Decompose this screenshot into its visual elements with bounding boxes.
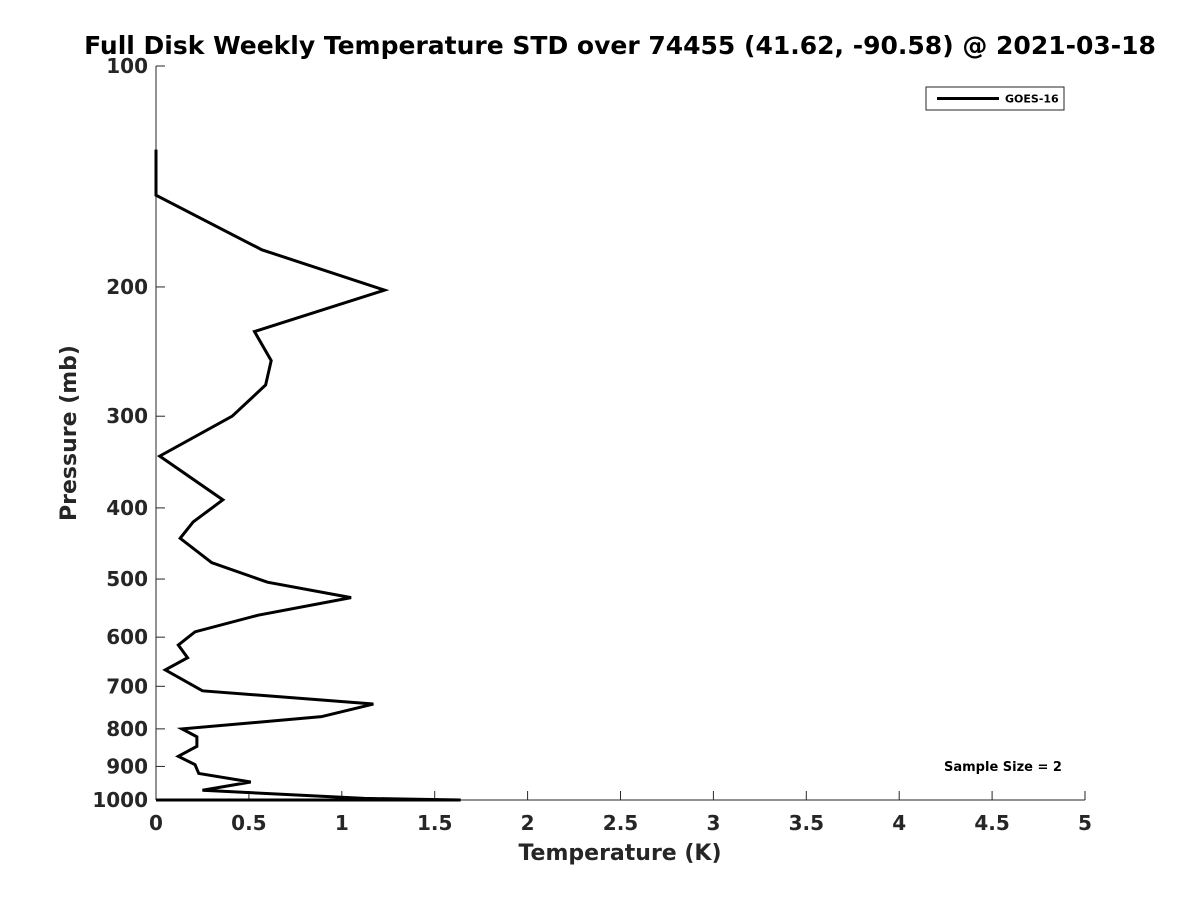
x-tick-label-7: 3.5 [789,811,824,835]
x-tick-label-1: 0.5 [231,811,266,835]
x-tick-label-10: 5 [1078,811,1092,835]
x-tick-label-2: 1 [335,811,349,835]
y-axis-label: Pressure (mb) [57,345,82,521]
x-tick-label-6: 3 [706,811,720,835]
y-tick-label-7: 800 [106,717,148,741]
x-tick-label-0: 0 [149,811,163,835]
y-tick-label-6: 700 [106,674,148,698]
x-tick-label-5: 2.5 [603,811,638,835]
chart-title: Full Disk Weekly Temperature STD over 74… [84,31,1156,60]
sample-size-annotation: Sample Size = 2 [944,760,1062,775]
y-tick-label-0: 100 [106,54,148,78]
y-tick-label-1: 200 [106,275,148,299]
y-axis-ticks: 100 200 300 400 500 600 700 800 900 1000 [92,54,165,812]
x-tick-label-4: 2 [521,811,535,835]
y-tick-label-8: 900 [106,754,148,778]
y-tick-label-9: 1000 [92,788,148,812]
y-tick-label-2: 300 [106,404,148,428]
y-tick-label-3: 400 [106,496,148,520]
x-tick-label-3: 1.5 [417,811,452,835]
series-line-goes-16 [154,149,461,802]
y-tick-label-4: 500 [106,567,148,591]
x-axis-ticks: 0 0.5 1 1.5 2 2.5 3 3.5 4 4.5 5 [149,791,1092,835]
y-tick-label-5: 600 [106,625,148,649]
x-tick-label-9: 4.5 [974,811,1009,835]
x-tick-label-8: 4 [892,811,906,835]
x-axis-label: Temperature (K) [518,841,721,866]
legend: GOES-16 [925,86,1065,111]
legend-entry-goes-16: GOES-16 [1005,93,1059,106]
